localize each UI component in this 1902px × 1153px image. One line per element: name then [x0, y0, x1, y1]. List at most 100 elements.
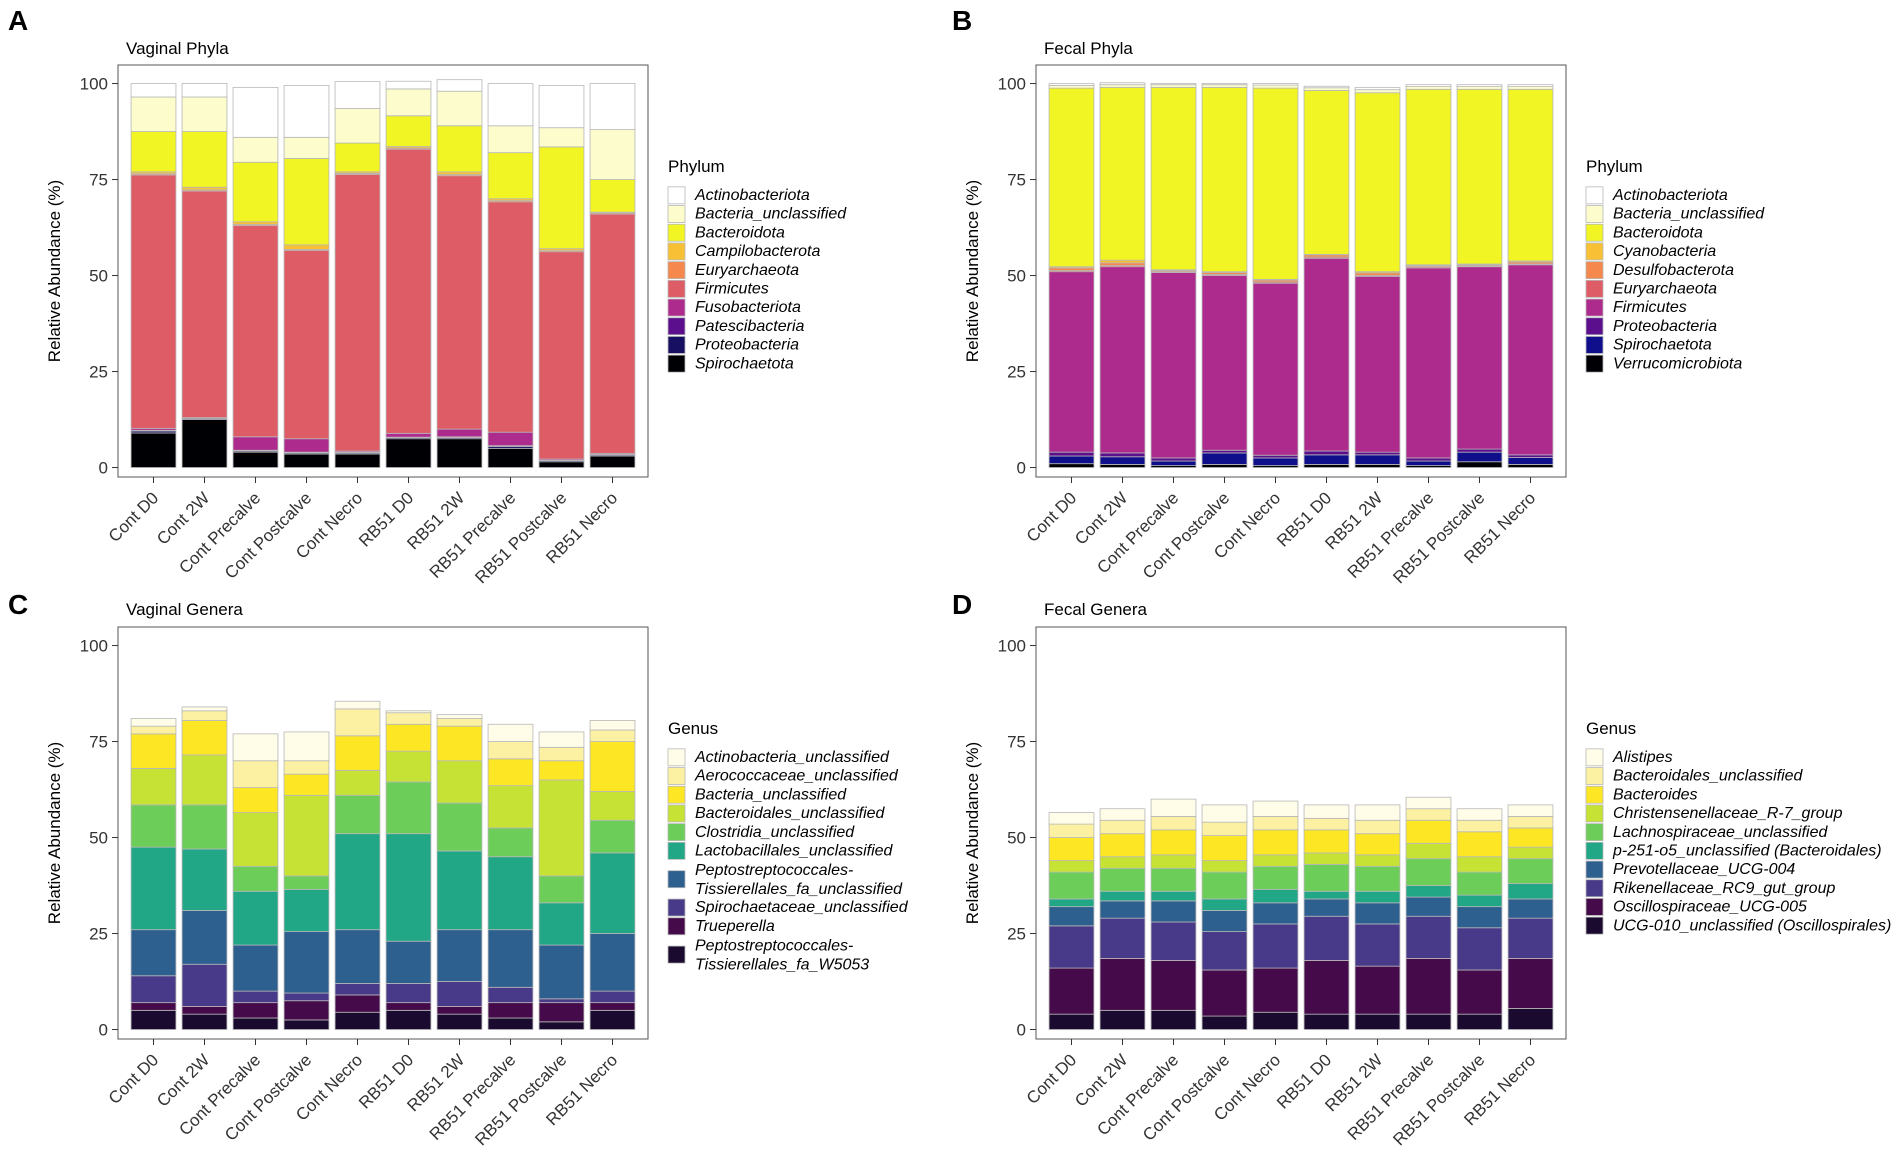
bar-segment [589, 729, 636, 742]
bar-segment [232, 787, 279, 813]
bar-segment [283, 85, 330, 138]
bar-segment [232, 86, 279, 138]
y-tick-label: 50 [1007, 267, 1026, 286]
legend-title: Genus [1586, 719, 1636, 738]
bar-segment [436, 714, 483, 719]
bar-segment [589, 852, 636, 934]
bar-stack [1048, 83, 1095, 468]
bar-segment [1456, 831, 1503, 858]
bar-segment [385, 115, 432, 147]
bar-segment [1099, 82, 1146, 86]
bar-segment [487, 431, 534, 447]
bar-segment [232, 1017, 279, 1030]
bar-segment [1099, 819, 1146, 835]
legend-swatch [667, 945, 686, 964]
bar-segment [589, 213, 636, 454]
bar-segment [1201, 1015, 1248, 1030]
bar-segment [232, 890, 279, 946]
bar-segment [1354, 451, 1401, 456]
legend-label: Actinobacteria_unclassified [694, 749, 890, 766]
bar-segment [589, 455, 636, 468]
bar-segment [1252, 902, 1299, 925]
bar-segment [1201, 452, 1248, 465]
bar-segment [1507, 898, 1554, 919]
bar-segment [385, 723, 432, 752]
bar-segment [1507, 846, 1554, 860]
bar-segment [1303, 804, 1350, 819]
bar-segment [1201, 931, 1248, 971]
bar-segment [385, 781, 432, 835]
legend-swatch [1585, 823, 1604, 842]
legend-label: Spirochaetaceae_unclassified [695, 899, 909, 916]
bar-segment [283, 244, 330, 250]
bar-stack [130, 718, 177, 1030]
y-tick-label: 75 [89, 171, 108, 190]
bar-segment [436, 760, 483, 804]
bar-segment [436, 125, 483, 173]
bar-segment [232, 812, 279, 867]
bar-segment [487, 758, 534, 787]
bar-segment [1456, 819, 1503, 833]
bar-segment [487, 1017, 534, 1030]
bar-segment [589, 741, 636, 792]
y-tick-label: 0 [99, 1021, 108, 1040]
bar-segment [436, 175, 483, 430]
y-axis-label: Relative Abundance (%) [963, 180, 982, 362]
bar-segment [385, 712, 432, 725]
bar-stack [1354, 86, 1401, 468]
bar-segment [1048, 898, 1095, 908]
bar-segment [1201, 804, 1248, 823]
bar-segment [232, 944, 279, 992]
bar-segment [487, 723, 534, 742]
legend-title: Phylum [1586, 157, 1643, 176]
legend-label: Oscillospiraceae_UCG-005 [1613, 899, 1807, 916]
bar-segment [385, 1002, 432, 1011]
legend-swatch [667, 841, 686, 860]
bar-segment [1201, 860, 1248, 873]
bar-segment [1507, 86, 1554, 90]
bar-segment [1354, 275, 1401, 453]
bar-segment [334, 108, 381, 144]
legend-swatch [667, 242, 686, 261]
bar-segment [232, 225, 279, 438]
bar-stack [538, 731, 585, 1030]
y-tick-label: 50 [89, 829, 108, 848]
bar-segment [130, 131, 177, 173]
legend-swatch [1585, 261, 1604, 280]
legend: Genus Alistipes Bacteroidales_unclassified… [1585, 719, 1891, 935]
bar-segment [1048, 860, 1095, 873]
legend-label: Lactobacillales_unclassified [695, 843, 894, 860]
legend-swatch [667, 898, 686, 917]
bar-segment [1303, 890, 1350, 900]
bar-segment [1303, 450, 1350, 456]
bar-segment [487, 785, 534, 829]
bar-segment [1456, 856, 1503, 873]
bar-segment [1405, 457, 1452, 462]
bar-segment [334, 142, 381, 173]
bar-segment [232, 436, 279, 451]
bar-segment [1150, 1009, 1197, 1030]
bar-segment [1252, 454, 1299, 459]
legend-swatch [1585, 804, 1604, 823]
bar-segment [589, 1002, 636, 1011]
bar-segment [1354, 902, 1401, 925]
y-tick-label: 0 [1017, 1021, 1026, 1040]
bar-segment [487, 741, 534, 760]
bar-segment [1150, 829, 1197, 856]
bar-segment [130, 174, 177, 429]
bar-segment [1150, 83, 1197, 86]
y-tick-label: 100 [998, 637, 1026, 656]
bar-segment [1405, 460, 1452, 467]
bar-stack [1048, 812, 1095, 1030]
bar-segment [1303, 898, 1350, 917]
bar-stack [1252, 800, 1299, 1030]
bar-segment [283, 731, 330, 762]
bar-segment [487, 827, 534, 858]
legend-label: Christensenellaceae_R-7_group [1613, 805, 1843, 822]
legend-label: Campilobacterota [695, 243, 821, 260]
bar-stack [1099, 808, 1146, 1030]
bar-segment [1048, 267, 1095, 271]
bar-stack [283, 85, 330, 468]
bar-segment [334, 81, 381, 109]
